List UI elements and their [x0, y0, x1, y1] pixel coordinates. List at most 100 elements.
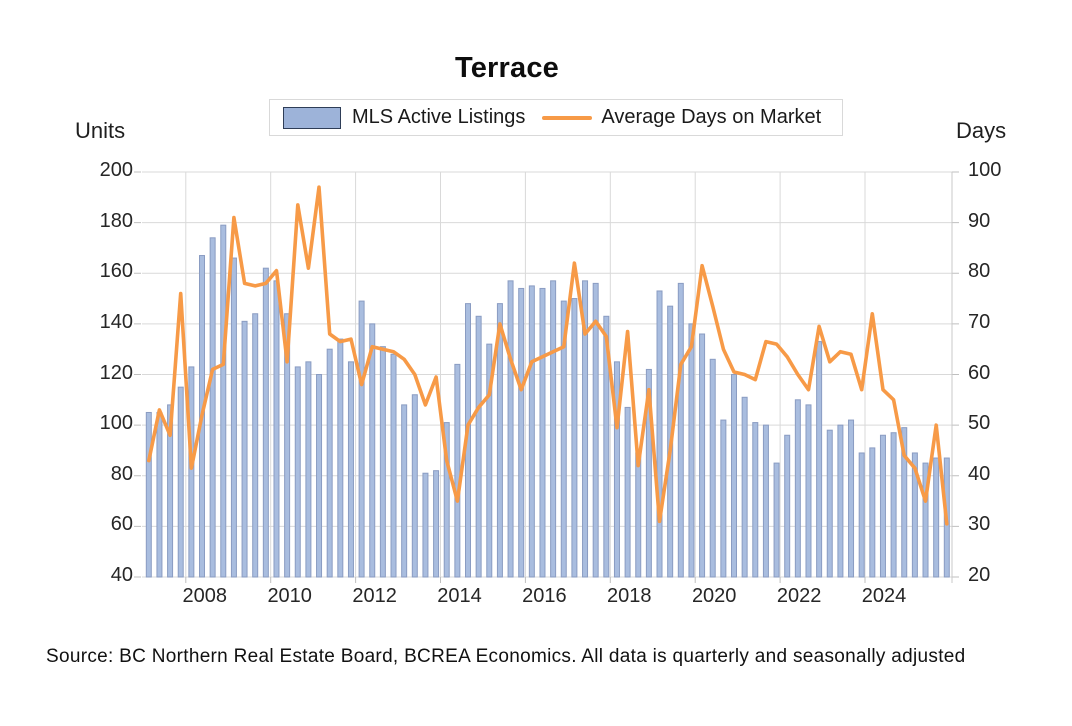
days-on-market-line — [147, 185, 949, 526]
bar — [294, 366, 301, 578]
left-axis-tick-label: 40 — [110, 564, 133, 586]
bar — [922, 462, 929, 578]
bar — [316, 374, 323, 578]
x-axis-year-label: 2016 — [522, 585, 567, 607]
bar — [869, 447, 876, 578]
bar — [241, 320, 248, 578]
bar — [752, 422, 759, 578]
x-axis-year-label: 2008 — [182, 585, 228, 607]
left-axis-tick-label: 140 — [99, 310, 133, 333]
legend: MLS Active Listings Average Days on Mark… — [269, 99, 843, 136]
bar — [762, 424, 769, 578]
right-axis-tick-label: 100 — [968, 159, 1002, 181]
bar — [145, 411, 152, 578]
bar — [486, 343, 493, 578]
bar — [220, 224, 227, 578]
bar — [688, 323, 695, 578]
bar — [262, 267, 269, 578]
bar — [901, 427, 908, 578]
bar — [528, 285, 535, 578]
bar — [177, 386, 184, 578]
bar — [550, 280, 557, 578]
x-axis-year-label: 2012 — [352, 585, 397, 607]
bar — [156, 411, 163, 578]
x-axis-year-label: 2020 — [691, 585, 737, 607]
right-axis-tick-label: 20 — [968, 564, 991, 586]
x-axis-year-label: 2024 — [861, 585, 907, 607]
bar — [709, 358, 716, 578]
bar — [305, 361, 312, 578]
right-axis-tick-label: 50 — [968, 412, 991, 435]
bar — [411, 394, 418, 578]
bar — [475, 315, 482, 578]
bar — [741, 396, 748, 578]
legend-label-line: Average Days on Market — [601, 106, 822, 128]
bar — [284, 313, 291, 578]
bar — [699, 333, 706, 578]
bar — [784, 434, 791, 578]
bar — [560, 300, 567, 578]
right-axis-tick-label: 70 — [968, 310, 991, 333]
bar — [337, 338, 344, 578]
right-axis-title: Days — [956, 118, 1007, 143]
bar — [720, 419, 727, 578]
x-axis-year-label: 2022 — [776, 585, 822, 607]
bar — [805, 404, 812, 578]
bar — [933, 457, 940, 578]
bar — [496, 303, 503, 578]
bar — [422, 472, 429, 578]
bar — [230, 257, 237, 578]
right-axis-tick-label: 30 — [968, 513, 991, 536]
source-note: Source: BC Northern Real Estate Board, B… — [46, 646, 966, 667]
left-axis-title: Units — [75, 118, 126, 143]
bar — [858, 452, 865, 578]
bar — [879, 434, 886, 578]
bar — [252, 313, 259, 578]
bar — [837, 424, 844, 578]
bar — [613, 361, 620, 578]
x-axis-year-label: 2014 — [437, 585, 482, 607]
right-axis-tick-label: 60 — [968, 361, 991, 384]
bar — [390, 353, 397, 578]
bar — [582, 280, 589, 578]
bar — [188, 366, 195, 578]
bar — [379, 346, 386, 578]
bar — [731, 374, 737, 578]
bar — [273, 280, 280, 578]
legend-label-bars: MLS Active Listings — [352, 106, 526, 128]
bar — [454, 363, 461, 578]
bar — [603, 315, 610, 578]
bar — [794, 399, 801, 578]
bar — [571, 298, 578, 578]
bar — [635, 452, 642, 578]
x-axis-year-label: 2018 — [607, 585, 652, 607]
left-axis-tick-label: 120 — [99, 361, 133, 384]
left-axis-tick-label: 180 — [99, 209, 133, 232]
bar — [507, 280, 514, 578]
bar — [816, 341, 823, 578]
bar — [539, 287, 546, 578]
right-axis-tick-label: 90 — [968, 209, 991, 232]
left-axis-tick-label: 100 — [99, 412, 133, 435]
bar — [848, 419, 855, 578]
bar — [645, 368, 652, 578]
bar — [209, 237, 216, 578]
line-series-swatch-icon — [542, 115, 593, 120]
bar-series-swatch-icon — [283, 106, 341, 129]
chart-title: Terrace — [454, 52, 560, 84]
left-axis-tick-label: 60 — [110, 513, 133, 536]
bar — [890, 432, 897, 578]
bar — [911, 452, 918, 578]
bar — [826, 429, 833, 578]
bar — [401, 404, 408, 578]
bar — [347, 361, 354, 578]
bar — [624, 406, 631, 578]
bar — [326, 348, 333, 578]
right-axis-tick-label: 40 — [968, 462, 991, 485]
bar — [369, 323, 376, 578]
bar — [167, 404, 174, 578]
right-axis-tick-label: 80 — [968, 260, 991, 283]
bar — [677, 282, 684, 578]
